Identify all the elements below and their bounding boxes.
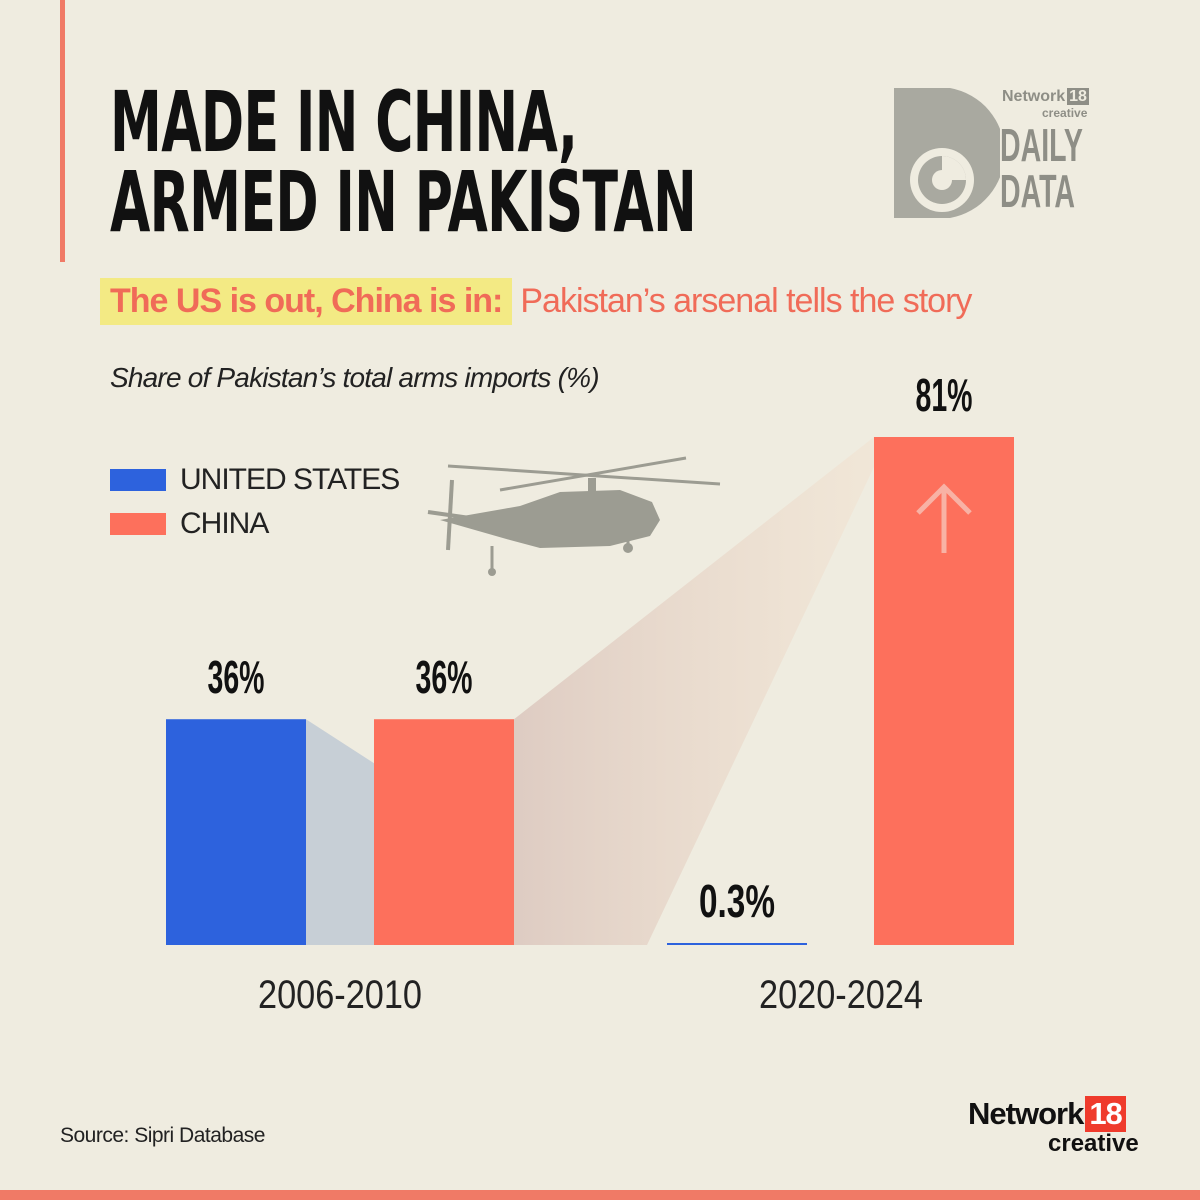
value-labels: 36% 0.3% 36% 81% (208, 369, 973, 927)
subtitle-highlight: The US is out, China is in: (100, 277, 513, 325)
footer-brand-number: 18 (1085, 1096, 1126, 1132)
legend-item-united-states: UNITED STATES (110, 458, 400, 502)
logo-network: Network 18 (1002, 88, 1089, 105)
category-labels: 2006-2010 2020-2024 (258, 973, 923, 1017)
subtitle-rest: Pakistan’s arsenal tells the story (520, 281, 972, 320)
legend-label-china: CHINA (180, 507, 269, 540)
value-label-china-2006-2010: 36% (416, 651, 473, 703)
subtitle: The US is out, China is in: Pakistan’s a… (100, 276, 972, 326)
logo-network-number: 18 (1067, 88, 1089, 105)
legend: UNITED STATES CHINA (110, 458, 400, 546)
daily-data-logo-icon (894, 88, 1005, 218)
value-label-united-states-2020-2024: 0.3% (699, 875, 775, 927)
logo-daily-data: DAILY DATA (1000, 122, 1083, 214)
band-china-trend (514, 437, 874, 945)
value-label-united-states-2006-2010: 36% (208, 651, 265, 703)
bars (166, 437, 1014, 945)
logo-data: DATA (1000, 165, 1075, 217)
logo-daily: DAILY (1000, 119, 1083, 171)
helicopter-icon (427, 456, 721, 576)
category-label-2006-2010: 2006-2010 (258, 973, 422, 1017)
bottom-rule (0, 1190, 1200, 1200)
logo-creative: creative (1042, 106, 1088, 120)
bar-china-2006-2010 (374, 719, 514, 945)
value-label-china-2020-2024: 81% (916, 369, 973, 421)
footer-source: Source: Sipri Database (60, 1124, 265, 1147)
footer-brand-creative: creative (1048, 1130, 1139, 1157)
footer-brand-logo: Network 18 creative (968, 1096, 1158, 1166)
legend-item-china: CHINA (110, 502, 399, 546)
legend-swatch-united-states (110, 469, 166, 491)
bar-united-states-2020-2024 (667, 943, 807, 945)
accent-rule (60, 0, 65, 262)
category-label-2020-2024: 2020-2024 (759, 973, 923, 1017)
band-us-to-china (306, 719, 374, 945)
bar-united-states-2006-2010 (166, 719, 306, 945)
legend-swatch-china (110, 513, 166, 535)
legend-label-united-states: UNITED STATES (180, 463, 400, 496)
footer-brand-network: Network 18 (968, 1096, 1126, 1132)
chart-title: Share of Pakistan’s total arms imports (… (110, 362, 600, 393)
title-line-1: MADE IN CHINA, (110, 73, 578, 171)
connector-bands (306, 437, 874, 945)
daily-data-logo: Network 18 creative DAILY DATA (890, 84, 1100, 224)
up-arrow-icon (916, 483, 972, 553)
